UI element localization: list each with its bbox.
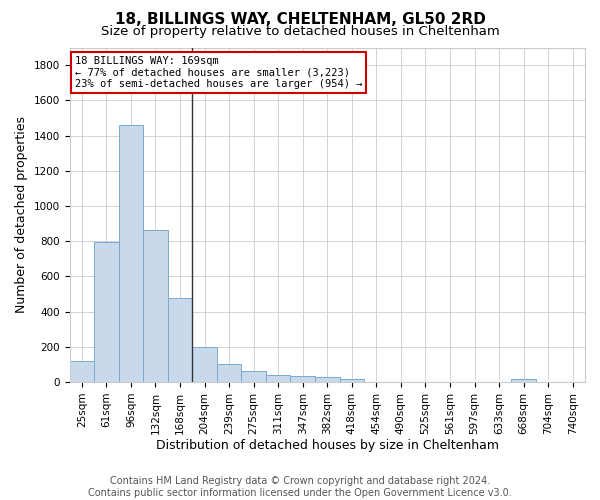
- Bar: [70, 361, 94, 382]
- Text: 18 BILLINGS WAY: 169sqm
← 77% of detached houses are smaller (3,223)
23% of semi: 18 BILLINGS WAY: 169sqm ← 77% of detache…: [74, 56, 362, 89]
- Bar: [119, 125, 143, 382]
- Bar: [266, 374, 290, 382]
- Bar: [511, 379, 536, 382]
- Text: Contains HM Land Registry data © Crown copyright and database right 2024.
Contai: Contains HM Land Registry data © Crown c…: [88, 476, 512, 498]
- X-axis label: Distribution of detached houses by size in Cheltenham: Distribution of detached houses by size …: [156, 440, 499, 452]
- Bar: [192, 347, 217, 382]
- Bar: [315, 377, 340, 382]
- Bar: [290, 376, 315, 382]
- Bar: [217, 364, 241, 382]
- Text: Size of property relative to detached houses in Cheltenham: Size of property relative to detached ho…: [101, 25, 499, 38]
- Bar: [94, 242, 119, 382]
- Bar: [340, 379, 364, 382]
- Bar: [241, 370, 266, 382]
- Bar: [143, 230, 168, 382]
- Text: 18, BILLINGS WAY, CHELTENHAM, GL50 2RD: 18, BILLINGS WAY, CHELTENHAM, GL50 2RD: [115, 12, 485, 28]
- Y-axis label: Number of detached properties: Number of detached properties: [15, 116, 28, 314]
- Bar: [168, 298, 192, 382]
